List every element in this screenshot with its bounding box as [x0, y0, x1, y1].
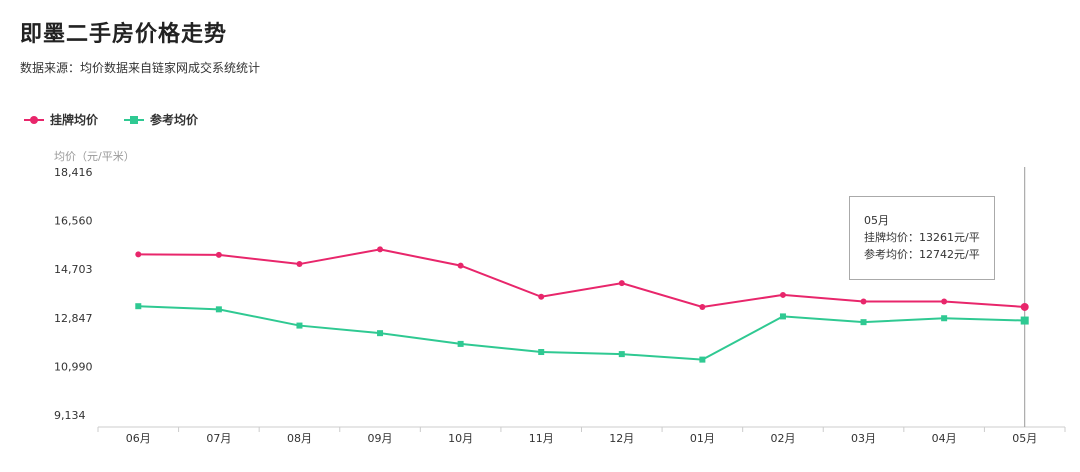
x-tick-label: 12月: [609, 432, 634, 445]
x-tick-label: 07月: [206, 432, 231, 445]
legend-item-listing-price[interactable]: 挂牌均价: [24, 111, 98, 128]
data-point: [296, 322, 303, 329]
x-tick-label: 09月: [368, 432, 393, 445]
x-tick-label: 02月: [770, 432, 795, 445]
data-point: [699, 303, 706, 310]
data-point: [215, 251, 222, 258]
legend-item-reference-price[interactable]: 参考均价: [124, 111, 198, 128]
data-point: [457, 262, 464, 269]
data-point: [296, 261, 303, 268]
x-tick-label: 04月: [932, 432, 957, 445]
data-point: [618, 280, 625, 287]
y-axis-label: 均价（元/平米）: [54, 150, 135, 163]
data-point: [457, 340, 464, 347]
data-point: [215, 306, 222, 313]
data-point: [779, 313, 786, 320]
data-point: [1020, 316, 1029, 325]
tooltip-category: 05月: [864, 214, 889, 227]
data-point: [377, 246, 384, 253]
data-point: [618, 351, 625, 358]
data-point: [538, 349, 545, 356]
x-tick-label: 01月: [690, 432, 715, 445]
data-point: [377, 330, 384, 337]
page-title: 即墨二手房价格走势: [20, 22, 228, 47]
data-source-note: 数据来源：均价数据来自链家网成交系统统计: [20, 61, 261, 75]
y-tick-label: 14,703: [54, 263, 93, 276]
legend-swatch-square-icon: [124, 115, 145, 125]
series-line-1: [138, 248, 1025, 308]
x-tick-label: 10月: [448, 432, 473, 445]
y-tick-label: 9,134: [54, 409, 86, 422]
data-point: [538, 293, 545, 300]
tooltip-line-reference: 参考均价：12742元/平: [864, 248, 980, 261]
y-tick-label: 16,560: [54, 215, 93, 228]
x-tick-label: 08月: [287, 432, 312, 445]
x-tick-label: 03月: [851, 432, 876, 445]
data-point: [779, 291, 786, 298]
x-tick-label: 05月: [1012, 432, 1037, 445]
data-point: [699, 356, 706, 363]
data-point: [1020, 302, 1029, 311]
tooltip-line-listing: 挂牌均价：13261元/平: [864, 231, 980, 244]
data-point: [941, 315, 948, 322]
data-point: [860, 298, 867, 305]
y-tick-label: 12,847: [54, 312, 93, 325]
data-point: [941, 298, 948, 305]
chart-tooltip: 05月 挂牌均价：13261元/平 参考均价：12742元/平: [849, 196, 995, 280]
chart-legend: 挂牌均价 参考均价: [24, 111, 224, 128]
y-tick-label: 18,416: [54, 166, 93, 179]
data-point: [135, 303, 142, 310]
data-point: [135, 251, 142, 258]
y-tick-label: 10,990: [54, 360, 93, 373]
data-point: [860, 319, 867, 326]
x-tick-label: 06月: [126, 432, 151, 445]
series-line-2: [138, 305, 1025, 361]
legend-label-listing-price: 挂牌均价: [50, 113, 99, 127]
x-tick-label: 11月: [529, 432, 554, 445]
legend-label-reference-price: 参考均价: [150, 113, 199, 127]
legend-swatch-circle-icon: [24, 115, 44, 125]
